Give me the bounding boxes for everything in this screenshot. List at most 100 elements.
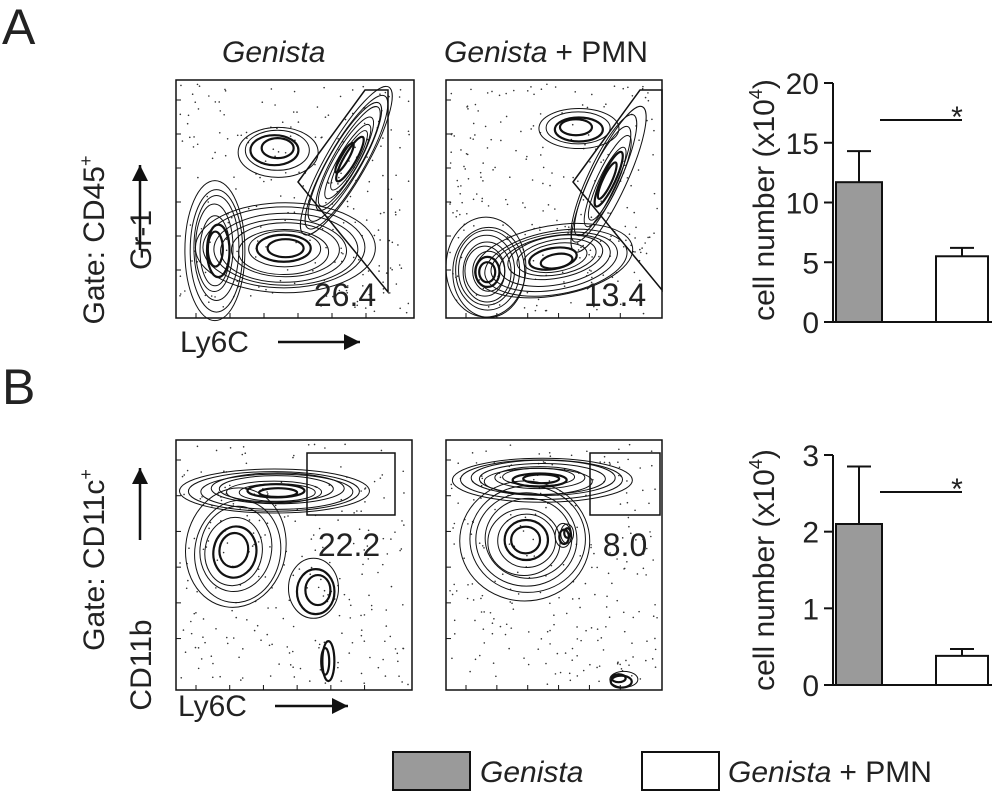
contour xyxy=(503,518,550,562)
event-dot xyxy=(258,575,260,578)
event-dot xyxy=(366,545,369,547)
event-dot xyxy=(230,216,233,219)
event-dot xyxy=(457,462,460,465)
y-axis-label: cell number (x104) xyxy=(746,79,781,321)
event-dot xyxy=(324,682,327,684)
event-dot xyxy=(231,609,233,612)
event-dot xyxy=(460,149,462,151)
event-dot xyxy=(291,650,294,653)
event-dot xyxy=(196,83,199,86)
event-dot xyxy=(480,176,482,179)
event-dot xyxy=(348,652,351,654)
event-dot xyxy=(395,174,397,177)
event-dot xyxy=(209,521,212,524)
event-dot xyxy=(449,589,451,592)
event-dot xyxy=(630,184,632,187)
event-dot xyxy=(388,292,391,294)
event-dot xyxy=(608,616,611,619)
event-dot xyxy=(382,288,385,290)
event-dot xyxy=(256,624,259,627)
event-dot xyxy=(199,497,202,500)
event-dot xyxy=(302,185,305,187)
event-dot xyxy=(457,502,459,504)
event-dot xyxy=(479,171,482,174)
event-dot xyxy=(520,130,522,133)
event-dot xyxy=(576,626,578,628)
event-dot xyxy=(548,480,551,482)
event-dot xyxy=(371,159,374,162)
event-dot xyxy=(360,614,362,617)
event-dot xyxy=(343,593,346,596)
contour xyxy=(335,135,365,183)
event-dot xyxy=(288,599,291,602)
event-dot xyxy=(656,207,658,210)
event-dot xyxy=(196,445,199,448)
event-dot xyxy=(206,195,209,198)
sup-part: + xyxy=(76,469,96,480)
contour xyxy=(587,146,627,221)
event-dot xyxy=(346,286,349,289)
event-dot xyxy=(532,538,535,541)
event-dot xyxy=(449,251,451,254)
event-dot xyxy=(611,276,614,279)
event-dot xyxy=(402,470,405,473)
event-dot xyxy=(582,244,584,247)
event-dot xyxy=(267,493,269,495)
event-dot xyxy=(400,548,403,550)
event-dot xyxy=(309,573,312,576)
event-dot xyxy=(195,612,197,614)
event-dot xyxy=(642,312,645,315)
event-dot xyxy=(297,121,300,123)
event-dot xyxy=(204,271,207,274)
event-dot xyxy=(380,145,382,148)
event-dot xyxy=(368,180,371,183)
event-dot xyxy=(562,176,565,178)
event-dot xyxy=(652,615,655,618)
event-dot xyxy=(344,443,346,446)
event-dot xyxy=(590,216,593,218)
italic-part: Genista xyxy=(480,756,583,789)
event-dot xyxy=(545,662,547,665)
event-dot xyxy=(645,574,647,576)
contour xyxy=(458,234,516,306)
event-dot xyxy=(470,533,473,535)
event-dot xyxy=(571,647,574,650)
text-part: Gate: CD11c xyxy=(78,480,111,651)
significance-mark: * xyxy=(951,473,963,506)
event-dot xyxy=(591,256,593,258)
event-dot xyxy=(493,617,495,620)
event-dot xyxy=(263,180,265,183)
event-dot xyxy=(567,232,569,234)
event-dot xyxy=(368,594,370,597)
event-dot xyxy=(290,126,292,128)
event-dot xyxy=(539,113,542,115)
event-dot xyxy=(379,93,381,96)
arrow-head xyxy=(344,334,360,350)
event-dot xyxy=(233,176,235,178)
event-dot xyxy=(379,239,381,241)
event-dot xyxy=(526,554,528,557)
flow-plot xyxy=(175,79,415,322)
contour xyxy=(545,111,611,145)
event-dot xyxy=(191,93,194,96)
event-dot xyxy=(554,86,557,88)
event-dot xyxy=(288,652,291,654)
contour xyxy=(249,134,300,167)
event-dot xyxy=(526,90,529,92)
event-dot xyxy=(320,578,322,581)
event-dot xyxy=(218,101,221,103)
event-dot xyxy=(548,451,551,454)
event-dot xyxy=(654,648,657,651)
event-dot xyxy=(356,510,358,512)
event-dot xyxy=(492,662,495,664)
y-tick-label: 3 xyxy=(802,440,819,473)
event-dot xyxy=(259,176,261,179)
event-dot xyxy=(526,155,528,158)
event-dot xyxy=(296,111,298,113)
event-dot xyxy=(194,101,197,104)
event-dot xyxy=(352,208,355,210)
event-dot xyxy=(384,675,387,677)
event-dot xyxy=(340,498,343,501)
event-dot xyxy=(378,265,381,267)
event-dot xyxy=(379,477,382,479)
